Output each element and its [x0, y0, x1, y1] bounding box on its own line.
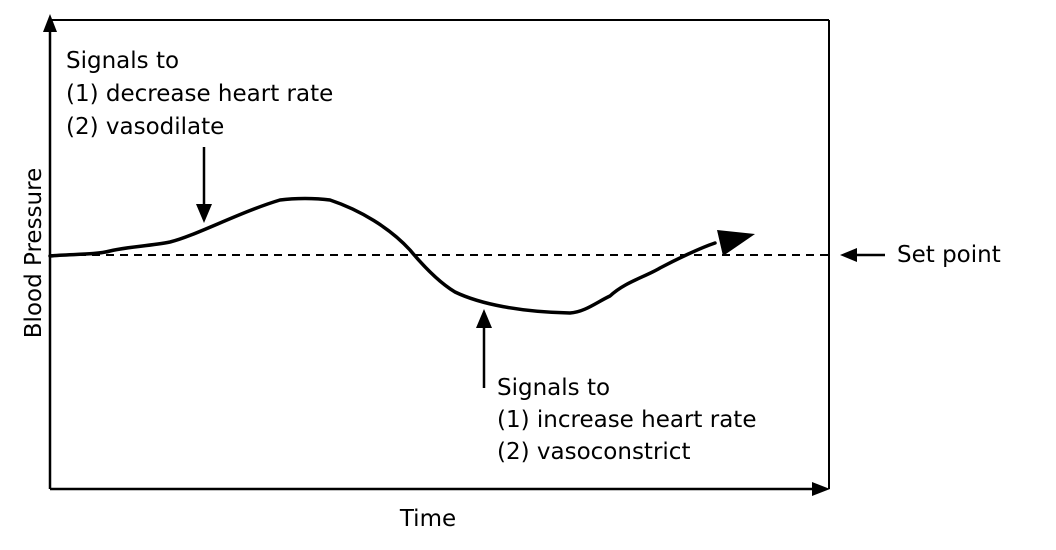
annotation-high-line-2: (1) decrease heart rate	[66, 81, 333, 107]
annotation-low-arrowhead	[476, 309, 492, 328]
annotation-low-line-2: (1) increase heart rate	[497, 407, 756, 433]
y-axis-label: Blood Pressure	[21, 168, 47, 338]
annotation-high-line-1: Signals to	[66, 48, 179, 74]
annotation-low-line-3: (2) vasoconstrict	[497, 439, 690, 465]
set-point-label: Set point	[897, 242, 1001, 268]
y-axis-arrowhead	[43, 14, 57, 32]
x-axis-label: Time	[399, 506, 456, 532]
blood-pressure-curve	[48, 196, 717, 315]
annotation-high-line-3: (2) vasodilate	[66, 114, 224, 140]
curve-arrowhead	[717, 230, 755, 256]
x-axis-arrowhead	[812, 482, 830, 496]
set-point-arrowhead	[840, 248, 857, 262]
annotation-high-arrowhead	[196, 204, 212, 223]
annotation-low-line-1: Signals to	[497, 375, 610, 401]
